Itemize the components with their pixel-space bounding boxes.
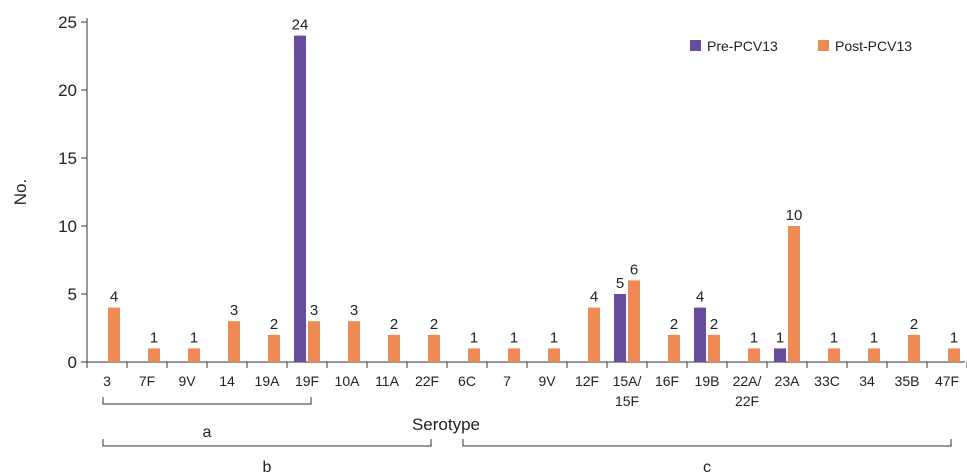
bar-post	[548, 348, 560, 362]
bar-post	[908, 334, 920, 362]
category-label: 23A	[775, 373, 801, 389]
bars	[108, 35, 960, 362]
bar-post	[868, 348, 880, 362]
data-label: 10	[786, 207, 803, 224]
bar-post	[668, 334, 680, 362]
bar-post	[188, 348, 200, 362]
legend: Pre-PCV13 Post-PCV13	[690, 38, 912, 54]
data-label: 4	[696, 289, 704, 306]
category-label: 19B	[695, 373, 720, 389]
bar-post	[388, 334, 400, 362]
category-label: 9V	[538, 373, 556, 389]
legend-label: Pre-PCV13	[707, 38, 778, 54]
bar-post	[428, 334, 440, 362]
group-bracket-label: a	[203, 424, 212, 441]
bar-post	[268, 334, 280, 362]
category-label: 16F	[655, 373, 679, 389]
bar-post	[828, 348, 840, 362]
category-label: 33C	[814, 373, 840, 389]
data-label: 1	[870, 329, 878, 346]
bar-post	[148, 348, 160, 362]
y-tick-label: 25	[58, 13, 77, 32]
y-ticks: 0 5 10 15 20 25	[58, 13, 87, 372]
category-label: 6C	[458, 373, 476, 389]
bar-post	[228, 321, 240, 362]
data-label: 3	[230, 302, 238, 319]
data-label: 4	[110, 289, 118, 306]
data-label: 3	[310, 302, 318, 319]
group-bracket-a	[102, 397, 312, 405]
bar-post	[748, 348, 760, 362]
category-label: 12F	[575, 373, 599, 389]
bar-post	[468, 348, 480, 362]
group-bracket-label: c	[703, 459, 711, 476]
bar-post	[788, 226, 800, 362]
data-label: 1	[830, 329, 838, 346]
data-label: 4	[590, 289, 598, 306]
x-ticks: 3 7F 9V 14 19A 19F 10A 11A 22F 6C 7 9V 12F 15A/15F 16F…	[86, 362, 967, 409]
bar-post	[308, 321, 320, 362]
data-label: 5	[616, 275, 624, 292]
category-label: 7	[503, 373, 511, 389]
bar-pre	[694, 307, 706, 362]
data-label: 2	[390, 316, 398, 333]
data-label: 6	[630, 261, 638, 278]
bar-post	[108, 307, 120, 362]
data-label: 24	[292, 17, 309, 34]
bar-pre	[614, 294, 626, 362]
y-tick-label: 15	[58, 149, 77, 168]
data-label: 2	[670, 316, 678, 333]
data-label: 2	[430, 316, 438, 333]
data-label: 1	[190, 329, 198, 346]
bar-post	[628, 280, 640, 362]
category-label: 19A	[255, 373, 281, 389]
bar-post	[588, 307, 600, 362]
y-axis-title: No.	[11, 179, 30, 205]
data-label: 1	[776, 329, 784, 346]
bar-pre	[774, 348, 786, 362]
data-label: 1	[470, 329, 478, 346]
category-label: 14	[219, 373, 235, 389]
y-tick-label: 5	[68, 285, 77, 304]
category-label: 47F	[935, 373, 959, 389]
bar-post	[708, 334, 720, 362]
category-label: 19F	[295, 373, 319, 389]
bar-pre	[294, 35, 306, 362]
data-label: 2	[910, 316, 918, 333]
category-label: 15A/15F	[613, 373, 642, 409]
group-bracket-label: b	[263, 459, 272, 476]
category-label: 22A/22F	[733, 373, 762, 409]
category-label: 10A	[335, 373, 361, 389]
data-label: 1	[750, 329, 758, 346]
x-axis-title: Serotype	[412, 415, 480, 434]
data-label: 2	[710, 316, 718, 333]
bar-post	[948, 348, 960, 362]
category-label: 7F	[139, 373, 155, 389]
legend-swatch-pre	[690, 40, 701, 51]
data-label: 1	[950, 329, 958, 346]
legend-label: Post-PCV13	[835, 38, 912, 54]
category-label: 9V	[178, 373, 196, 389]
data-label: 1	[550, 329, 558, 346]
data-label: 3	[350, 302, 358, 319]
y-tick-label: 10	[58, 217, 77, 236]
category-label: 34	[859, 373, 875, 389]
category-label: 35B	[895, 373, 920, 389]
data-label: 1	[510, 329, 518, 346]
legend-swatch-post	[818, 40, 829, 51]
category-label: 22F	[415, 373, 439, 389]
group-bracket-c	[462, 439, 952, 447]
bar-post	[348, 321, 360, 362]
y-tick-label: 20	[58, 81, 77, 100]
data-label: 1	[150, 329, 158, 346]
group-bracket-b	[102, 439, 432, 447]
y-tick-label: 0	[68, 353, 77, 372]
category-label: 11A	[375, 373, 400, 389]
category-label: 3	[103, 373, 111, 389]
bar-post	[508, 348, 520, 362]
data-label: 2	[270, 316, 278, 333]
group-brackets: a b c	[102, 397, 952, 476]
